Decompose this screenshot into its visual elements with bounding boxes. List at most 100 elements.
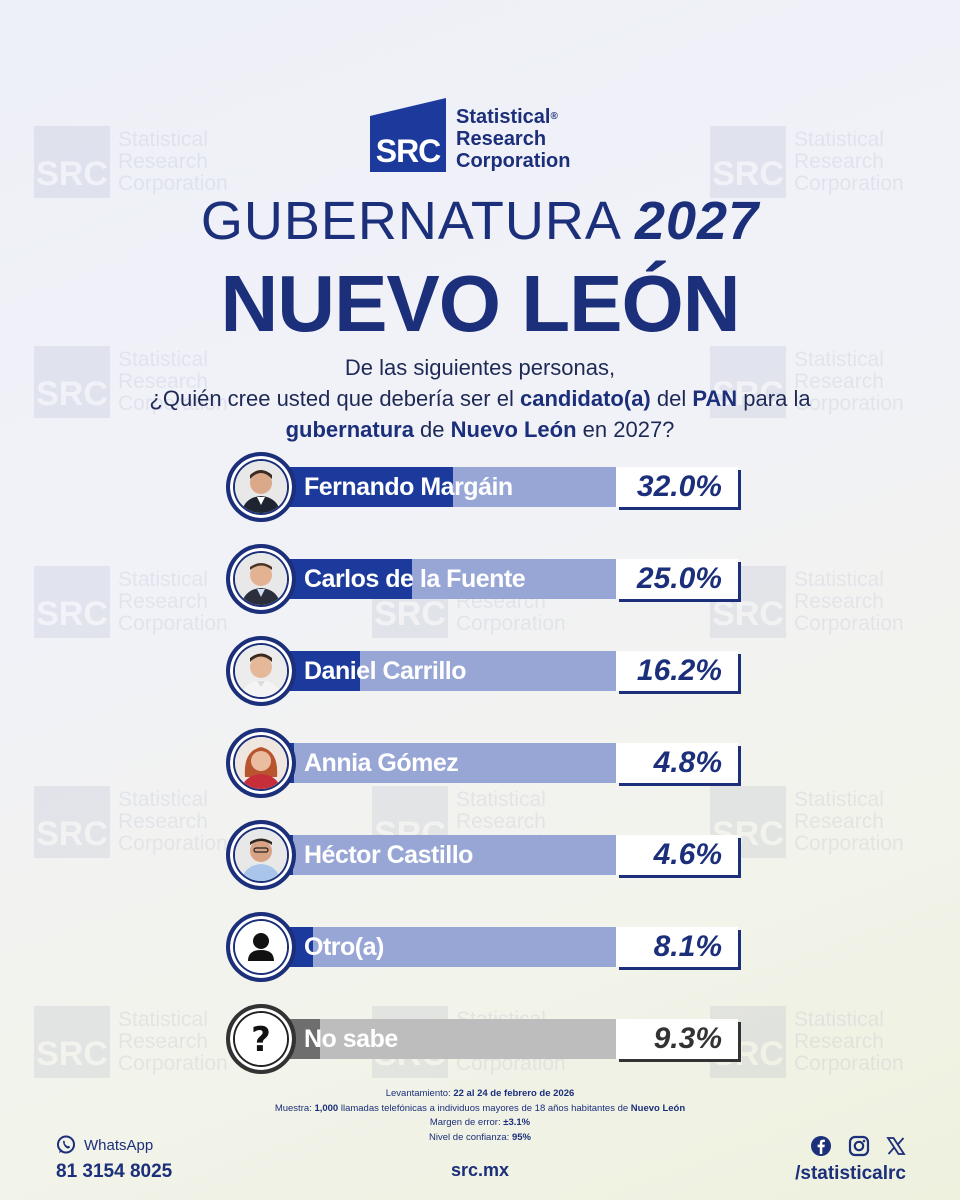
note-label: Muestra: [274, 1102, 315, 1114]
data-label: 4.6% [653, 838, 722, 871]
social-links: /statisticalrc [795, 1135, 906, 1185]
x-twitter-icon[interactable] [886, 1136, 906, 1156]
note-levantamiento: Levantamiento: 22 al 24 de febrero de 20… [0, 1087, 960, 1102]
candidate-photo [226, 452, 296, 522]
watermark-line2: Research [794, 1030, 884, 1053]
watermark-line3: Corporation [794, 1052, 904, 1075]
title-state: NUEVO LEÓN [220, 259, 741, 348]
title-prefix: GUBERNATURA [200, 191, 619, 251]
q-text: del [650, 386, 693, 411]
bar [266, 467, 453, 507]
question-line1: De las siguientes personas, [344, 355, 616, 380]
whatsapp-icon [57, 1135, 75, 1154]
bar-label: Annia Gómez [304, 749, 459, 777]
logo-shape [370, 98, 446, 172]
note-value: Nuevo León [630, 1102, 686, 1114]
watermark-line1: Statistical [118, 128, 208, 151]
logo-abbr: SRC [375, 133, 442, 169]
title-gubernatura: GUBERNATURA 2027 [0, 190, 960, 252]
bar-row: Fernando Margáin 32.0% [226, 452, 746, 522]
website-link[interactable]: src.mx [450, 1160, 510, 1180]
watermark-logo: SRC [34, 1006, 110, 1078]
value-box: 16.2% [616, 651, 738, 691]
title-year: 2027 [634, 191, 760, 251]
question-mark-icon: ? [226, 1004, 296, 1074]
value-box: 4.8% [616, 743, 738, 783]
watermark-line3: Corporation [794, 612, 904, 635]
watermark-line1: Statistical [118, 568, 208, 591]
bar-track [266, 927, 616, 967]
watermark-line1: Statistical [118, 788, 208, 811]
data-label: 32.0% [636, 470, 722, 503]
logo-line1: Statistical [456, 106, 551, 128]
watermark-line1: Statistical [118, 1008, 208, 1031]
q-text: para la [737, 386, 811, 411]
svg-text:?: ? [251, 1020, 271, 1060]
data-label: 4.8% [653, 746, 722, 779]
whatsapp-contact[interactable]: WhatsApp 81 3154 8025 [56, 1135, 172, 1183]
logo-wordmark: Statistical® Research Corporation [456, 106, 570, 172]
bar-track [266, 1019, 616, 1059]
note-value: ±3.1% [503, 1117, 531, 1128]
note-text: llamadas telefónicas a individuos mayore… [338, 1102, 631, 1114]
survey-question: De las siguientes personas, ¿Quién cree … [100, 352, 860, 445]
bar-row: Annia Gómez 4.8% [226, 728, 746, 798]
instagram-icon[interactable] [848, 1135, 870, 1157]
watermark-logo: SRC [710, 126, 786, 198]
bar-label: Otro(a) [304, 933, 384, 961]
watermark-line2: Research [118, 810, 208, 833]
bar-label: Daniel Carrillo [304, 657, 467, 685]
question-line2: ¿Quién cree usted que debería ser el can… [100, 383, 860, 414]
q-bold: candidato(a) [519, 386, 651, 411]
bar-label: No sabe [304, 1025, 398, 1053]
watermark-line3: Corporation [118, 832, 228, 855]
note-value: 22 al 24 de febrero de 2026 [453, 1088, 575, 1099]
watermark-line2: Research [118, 150, 208, 173]
note-label: Nivel de confianza: [429, 1131, 512, 1143]
bar-row: Otro(a) 8.1% [226, 912, 746, 982]
bar-label: Carlos de la Fuente [304, 565, 526, 593]
watermark-logo: SRC [34, 346, 110, 418]
watermark-line2: Research [118, 1030, 208, 1053]
candidate-photo [226, 544, 296, 614]
watermark-line3: Corporation [118, 612, 228, 635]
note-label: Margen de error: [429, 1117, 504, 1128]
q-text: ¿Quién cree usted que debería ser el [149, 386, 520, 411]
watermark-line3: Corporation [456, 612, 566, 635]
methodology-note: Levantamiento: 22 al 24 de febrero de 20… [0, 1087, 960, 1145]
watermark-line2: Research [794, 810, 884, 833]
bar-track [266, 835, 616, 875]
q-bold: gubernatura [285, 417, 414, 442]
whatsapp-line: WhatsApp [56, 1135, 172, 1155]
watermark-line2: Research [118, 590, 208, 613]
candidate-photo [226, 820, 296, 890]
watermark-line1: Statistical [794, 1008, 884, 1031]
value-box: 32.0% [616, 467, 738, 507]
bar-label: Fernando Margáin [304, 473, 513, 501]
watermark-line3: Corporation [118, 1052, 228, 1075]
note-value: 1,000 [314, 1102, 339, 1114]
candidate-photo [226, 728, 296, 798]
bar-row: Héctor Castillo 4.6% [226, 820, 746, 890]
person-icon [226, 912, 296, 982]
note-nivel: Nivel de confianza: 95% [0, 1131, 960, 1146]
phone-number[interactable]: 81 3154 8025 [56, 1161, 173, 1182]
social-icons [795, 1135, 906, 1157]
social-handle[interactable]: /statisticalrc [795, 1163, 906, 1184]
note-margen: Margen de error: ±3.1% [0, 1116, 960, 1131]
q-text: de [413, 417, 451, 442]
bar-track [266, 743, 616, 783]
watermark-line2: Research [794, 590, 884, 613]
note-value: 95% [511, 1131, 531, 1143]
facebook-icon[interactable] [810, 1135, 832, 1157]
value-box: 9.3% [616, 1019, 738, 1059]
note-muestra: Muestra: 1,000 llamadas telefónicas a in… [0, 1102, 960, 1117]
